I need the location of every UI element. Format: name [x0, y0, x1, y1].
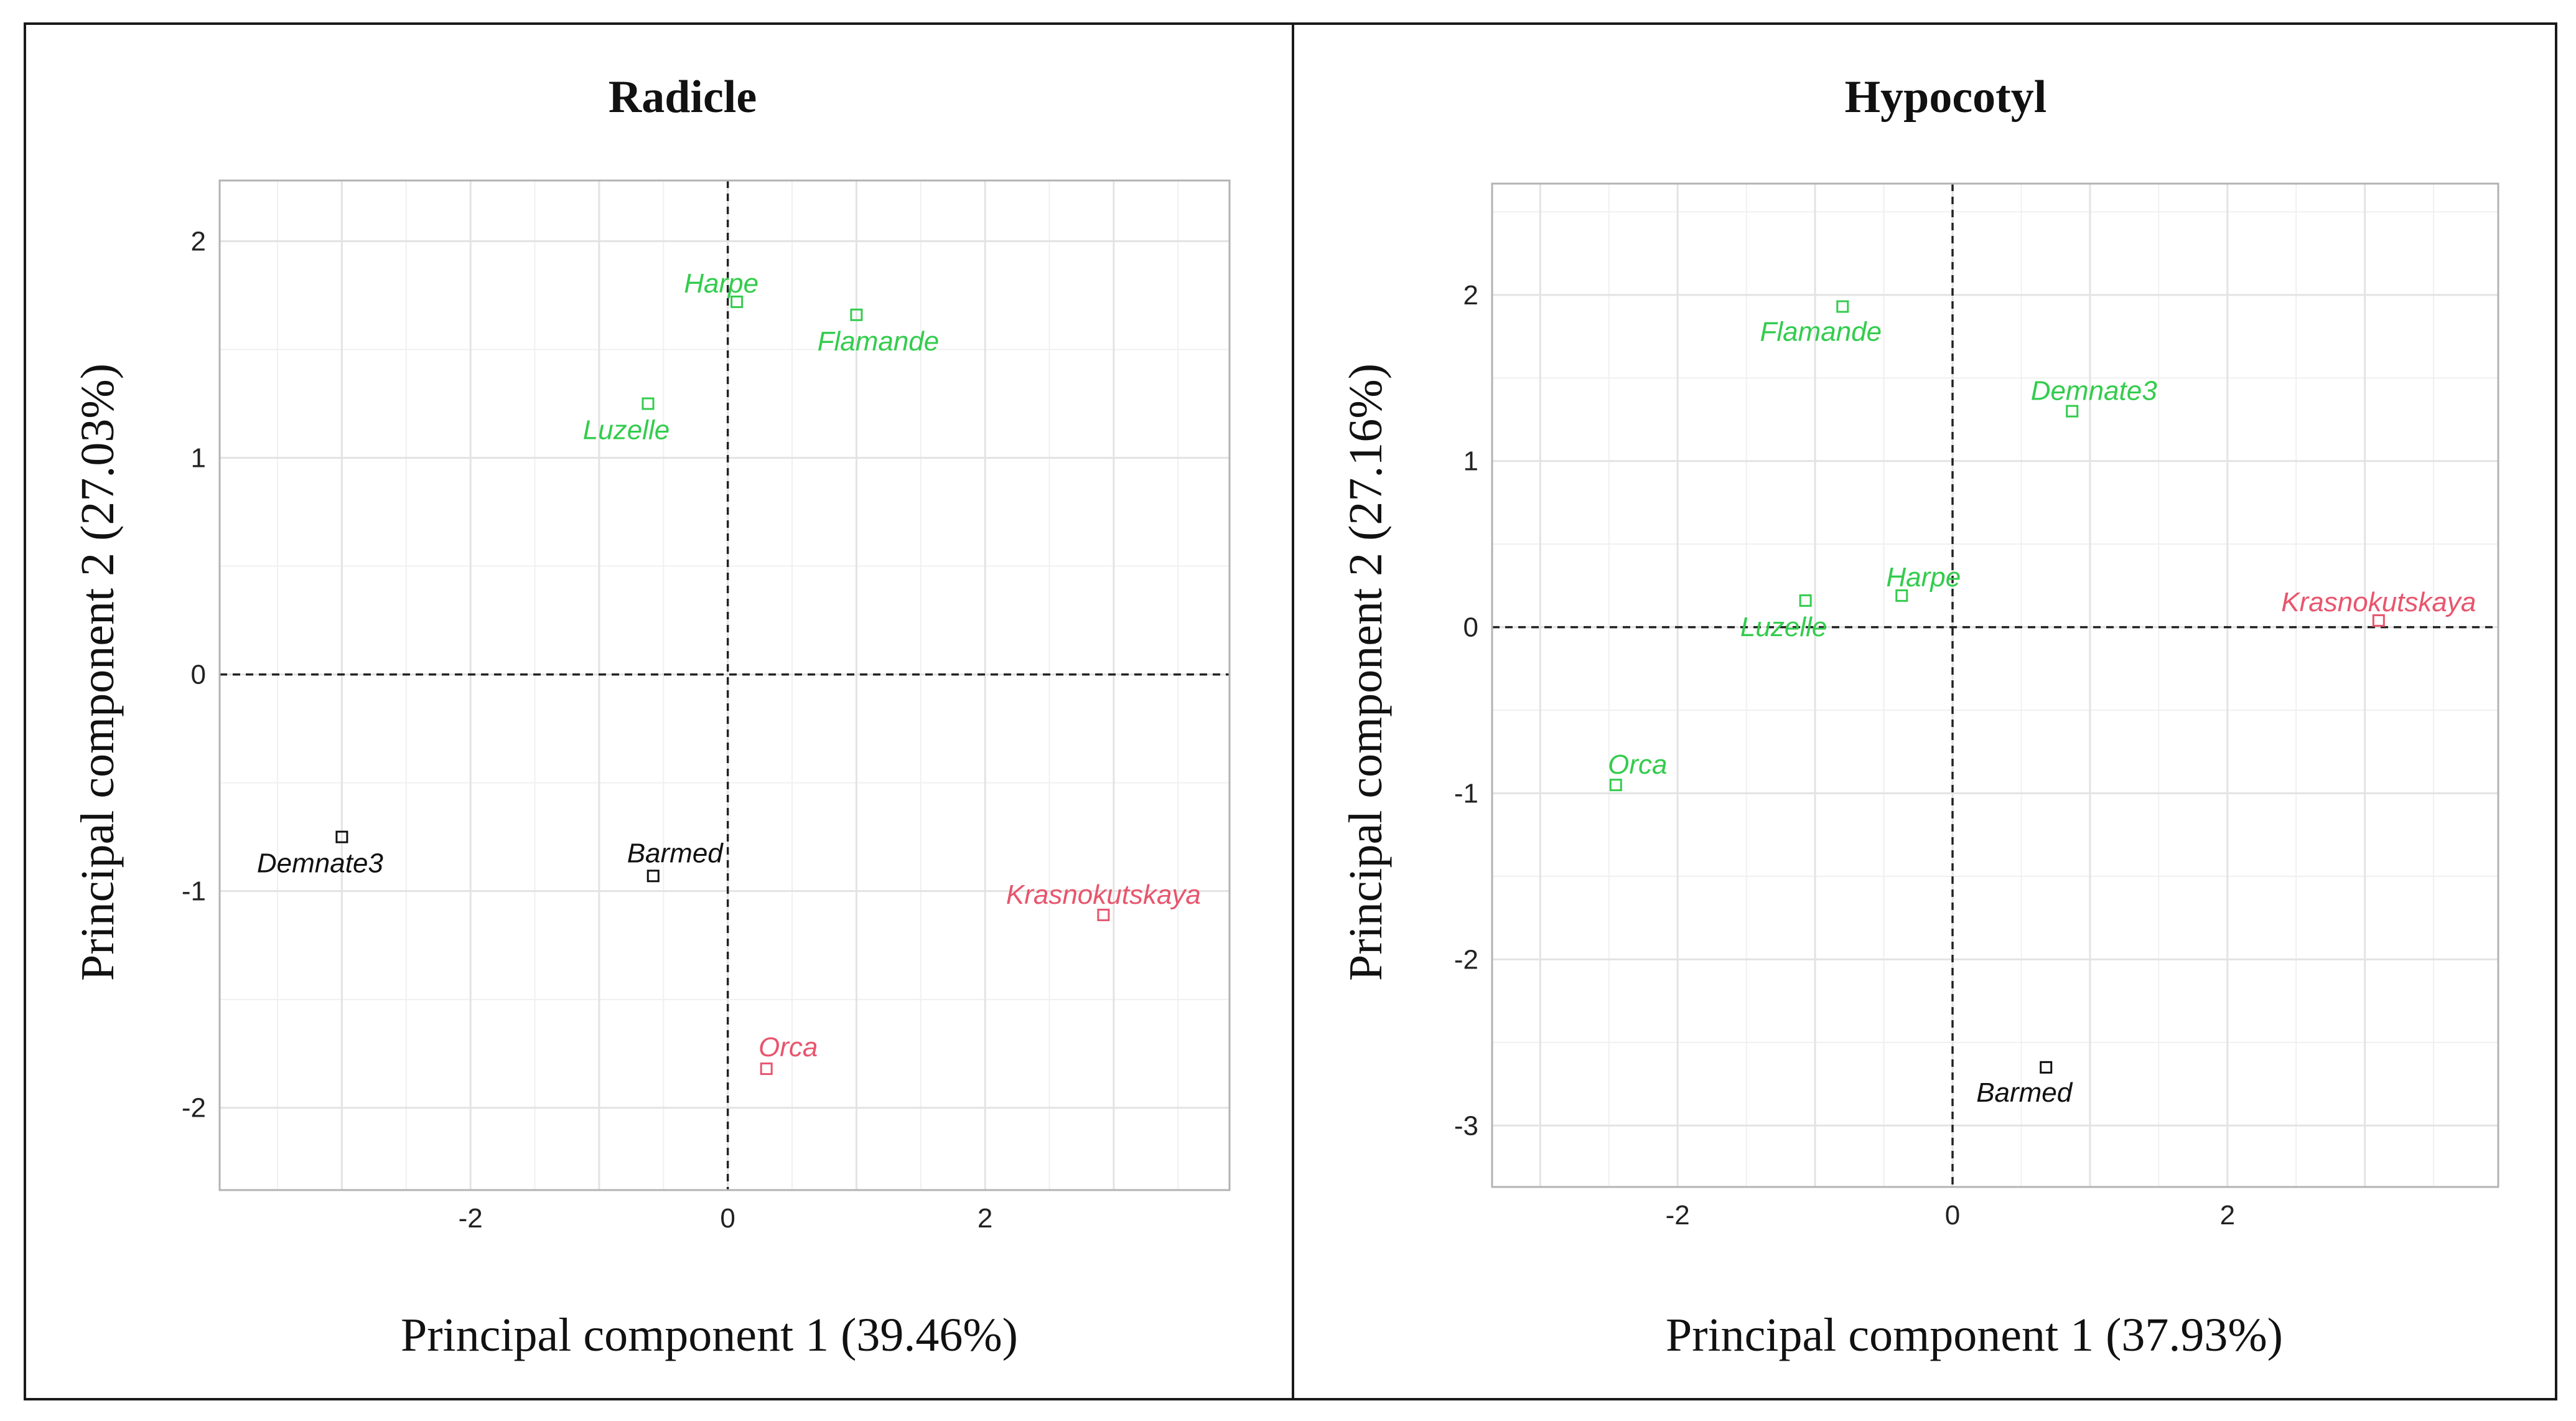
point-label: Flamande — [1760, 316, 1882, 347]
point-label: Harpe — [684, 268, 758, 299]
y-tick-label: 2 — [191, 226, 206, 256]
y-tick-label: -1 — [1454, 778, 1478, 809]
radicle-panel: Radicle -2 0 2 -2 -1 0 1 2 Harpe Flamande Luzelle… — [72, 72, 1231, 1361]
point-marker — [1895, 589, 1908, 602]
point-marker — [1097, 908, 1110, 921]
point-marker — [760, 1062, 773, 1076]
tick-labels: -2 0 2 -3 -2 -1 0 1 2 — [1454, 280, 2235, 1231]
point-label: Luzelle — [1740, 612, 1827, 642]
radicle-plot: -2 0 2 -2 -1 0 1 2 Harpe Flamande Luzelle Demnate3… — [182, 179, 1231, 1234]
x-tick-label: 2 — [978, 1203, 992, 1234]
x-tick-label: 2 — [2220, 1200, 2235, 1231]
minor-grid — [220, 181, 1230, 1190]
point-marker — [642, 397, 655, 410]
point-marker — [730, 295, 744, 308]
x-tick-label: 0 — [720, 1203, 735, 1234]
point-label: Demnate3 — [257, 848, 384, 879]
major-grid — [220, 181, 1230, 1190]
y-tick-label: 1 — [191, 443, 206, 474]
hypocotyl-plot: -2 0 2 -3 -2 -1 0 1 2 Flamande Demnate3 Harpe Luzel… — [1454, 182, 2499, 1231]
point-label: Orca — [1608, 749, 1667, 780]
point-marker — [1609, 779, 1622, 792]
y-tick-label: 1 — [1463, 446, 1478, 477]
panel-title: Radicle — [609, 72, 757, 123]
point-marker — [335, 830, 348, 843]
x-axis-title: Principal component 1 (37.93%) — [1666, 1309, 2283, 1361]
plot-border — [1491, 182, 2499, 1188]
zero-lines — [220, 181, 1230, 1190]
point-marker — [2372, 614, 2385, 627]
y-tick-label: -1 — [182, 876, 206, 907]
x-axis-title: Principal component 1 (39.46%) — [401, 1309, 1018, 1361]
y-tick-label: -2 — [182, 1093, 206, 1123]
point-label: Orca — [758, 1032, 818, 1062]
y-tick-label: 2 — [1463, 280, 1478, 311]
y-tick-label: -2 — [1454, 944, 1478, 975]
left-panel-frame — [24, 22, 1294, 1400]
hypocotyl-panel: Hypocotyl -2 0 2 -3 -2 -1 0 1 2 Flamande Demnate3… — [1340, 72, 2499, 1361]
y-tick-label: -3 — [1454, 1110, 1478, 1141]
point-marker — [1836, 300, 1849, 313]
x-tick-label: -2 — [1666, 1200, 1690, 1231]
y-tick-label: 0 — [1463, 612, 1478, 643]
y-axis-title: Principal component 2 (27.16%) — [1340, 363, 1392, 981]
y-tick-label: 0 — [191, 660, 206, 690]
plot-border — [218, 179, 1231, 1191]
data-points: Harpe Flamande Luzelle Demnate3 Barmed Krasno… — [257, 268, 1201, 1076]
point-label: Luzelle — [583, 415, 670, 446]
point-label: Flamande — [818, 326, 940, 357]
point-label: Harpe — [1886, 562, 1961, 593]
point-label: Krasnokutskaya — [1006, 879, 1201, 910]
tick-labels: -2 0 2 -2 -1 0 1 2 — [182, 226, 993, 1234]
y-axis-title: Principal component 2 (27.03%) — [72, 363, 124, 981]
point-marker — [2040, 1061, 2053, 1074]
minor-grid — [1492, 184, 2498, 1187]
point-marker — [2066, 405, 2079, 418]
panel-title: Hypocotyl — [1845, 72, 2047, 123]
point-label: Demnate3 — [2031, 376, 2158, 406]
point-marker — [1799, 594, 1812, 607]
major-grid — [1492, 184, 2498, 1187]
right-panel-frame — [1292, 22, 2557, 1400]
x-tick-label: -2 — [459, 1203, 483, 1234]
point-label: Barmed — [627, 838, 724, 868]
point-marker — [646, 870, 660, 883]
point-label: Barmed — [1976, 1077, 2073, 1108]
x-tick-label: 0 — [1945, 1200, 1960, 1231]
point-marker — [850, 308, 863, 321]
data-points: Flamande Demnate3 Harpe Luzelle Krasnokutska… — [1608, 300, 2476, 1108]
point-label: Krasnokutskaya — [2281, 587, 2476, 617]
zero-lines — [1492, 184, 2498, 1187]
